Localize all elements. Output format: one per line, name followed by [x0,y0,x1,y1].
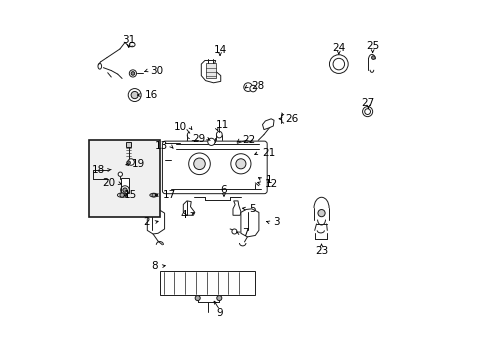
FancyBboxPatch shape [162,141,266,194]
Circle shape [317,210,325,217]
Circle shape [195,296,200,301]
Text: 4: 4 [180,210,186,220]
Circle shape [329,55,347,73]
Bar [205,63,216,78]
Text: 26: 26 [285,114,298,124]
Polygon shape [241,209,258,237]
Circle shape [332,58,344,70]
Circle shape [364,109,370,114]
Text: 29: 29 [192,134,205,144]
Polygon shape [183,201,194,215]
Circle shape [371,56,374,59]
Text: 2: 2 [143,217,150,228]
Text: 21: 21 [261,148,274,158]
Circle shape [152,193,155,197]
Bar [89,140,160,217]
Text: 7: 7 [242,228,248,238]
Circle shape [131,72,134,75]
Polygon shape [232,201,241,215]
Text: 31: 31 [122,35,135,45]
Text: 30: 30 [150,66,163,76]
Circle shape [216,296,222,301]
Circle shape [131,91,138,99]
Text: 14: 14 [213,45,226,55]
Text: 19: 19 [132,159,145,169]
Text: 6: 6 [220,185,227,195]
Text: 1: 1 [265,175,272,185]
Circle shape [128,89,141,102]
Text: 12: 12 [264,179,277,189]
Text: 25: 25 [366,41,379,51]
Text: 16: 16 [144,90,157,100]
Text: 22: 22 [242,135,255,145]
Circle shape [249,85,256,92]
Text: 11: 11 [215,120,228,130]
Circle shape [127,159,134,165]
Circle shape [235,159,245,169]
Bar [121,178,128,193]
Circle shape [244,83,252,91]
Text: 28: 28 [250,81,264,91]
Circle shape [193,158,205,170]
Text: 3: 3 [273,217,279,228]
Polygon shape [147,210,164,234]
Text: 10: 10 [173,122,186,132]
Circle shape [207,138,215,145]
Circle shape [120,193,124,197]
Circle shape [122,188,127,192]
Circle shape [118,172,122,176]
Polygon shape [262,119,273,130]
Ellipse shape [149,193,158,197]
Circle shape [129,70,136,77]
Text: 15: 15 [123,190,137,200]
Text: 9: 9 [216,308,223,318]
Bar [125,142,131,147]
Polygon shape [201,60,220,83]
Circle shape [231,229,237,234]
Circle shape [126,161,130,165]
Text: 27: 27 [361,98,374,108]
Ellipse shape [117,193,126,197]
Text: 8: 8 [151,261,158,271]
Text: 24: 24 [331,42,345,53]
Circle shape [362,107,372,117]
Bar [160,271,255,295]
Text: 18: 18 [92,165,105,175]
Text: 23: 23 [314,246,327,256]
Text: 5: 5 [249,204,256,214]
Text: 17: 17 [162,190,175,200]
Text: 13: 13 [155,141,168,151]
Text: 20: 20 [102,178,115,188]
